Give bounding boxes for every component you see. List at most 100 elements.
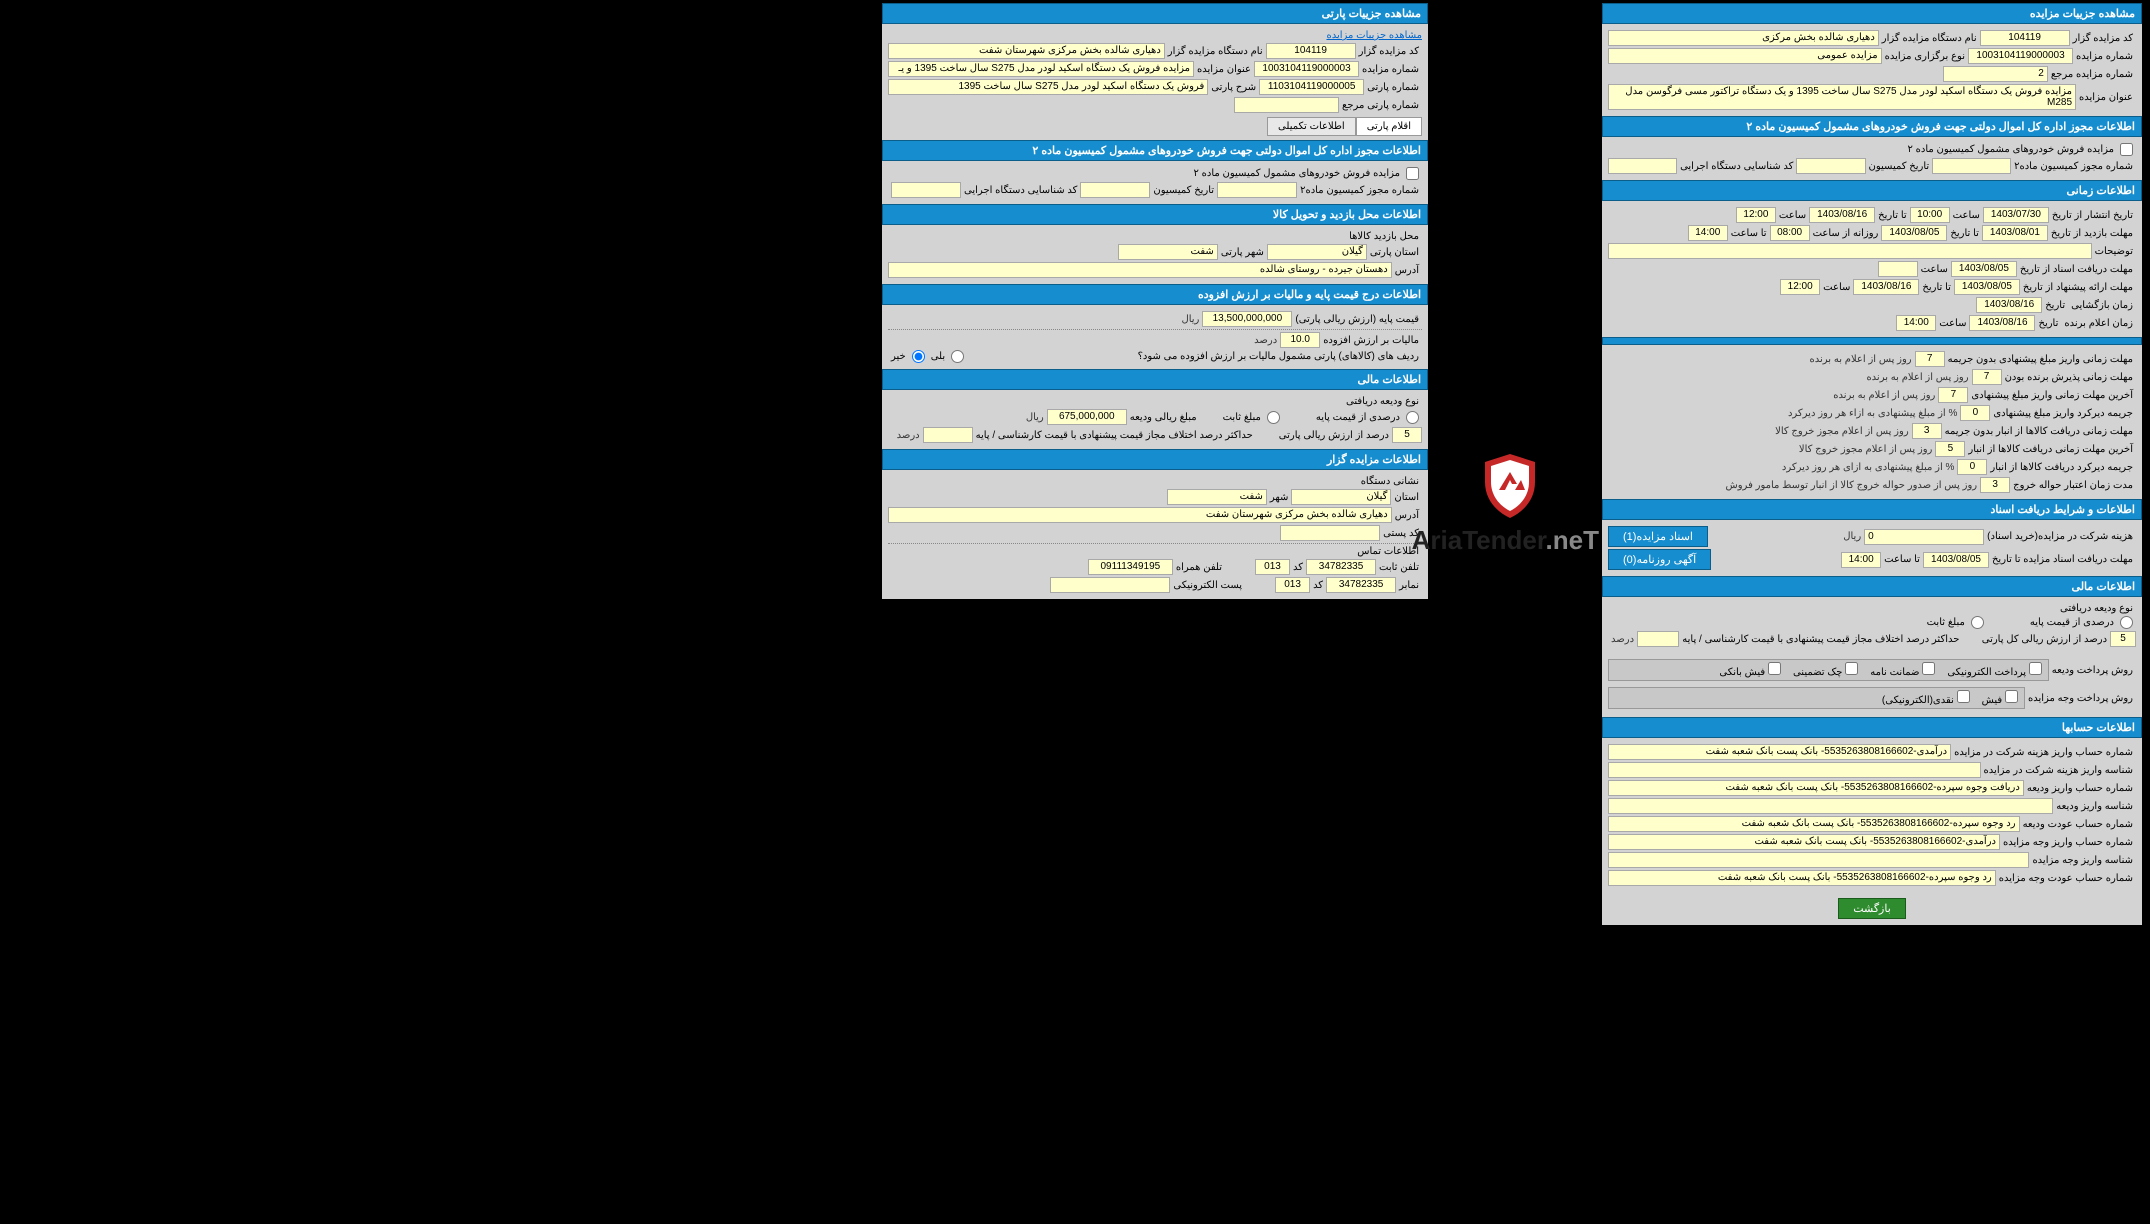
lbl: عنوان مزایده	[2076, 92, 2136, 103]
lbl: شماره حساب واریز ودیعه	[2024, 783, 2136, 794]
lbl: شهر	[1267, 492, 1292, 503]
lbl: کد شناسایی دستگاه اجرایی	[1677, 161, 1796, 172]
auction-panel: مشاهده جزییات مزایده کد مزایده گزار10411…	[1602, 3, 2142, 925]
org-name: دهیاری شالده بخش مرکزی	[1608, 30, 1879, 46]
tab-extra[interactable]: اطلاعات تکمیلی	[1267, 117, 1356, 136]
pay-slip2-checkbox[interactable]	[2005, 690, 2018, 703]
lbl: آخرین مهلت زمانی دریافت کالاها از انبار	[1965, 444, 2136, 455]
auth-checkbox[interactable]	[1406, 167, 1419, 180]
phone-code: 013	[1255, 559, 1290, 575]
brand-text: AriaTender.neT	[1412, 525, 1599, 556]
deposit-fixed-radio[interactable]	[1971, 616, 1984, 629]
back-button[interactable]: بازگشت	[1838, 898, 1906, 919]
unit: ریال	[1023, 412, 1047, 423]
auction-number: 1003104119000003	[1254, 61, 1359, 77]
open-date: 1403/08/16	[1976, 297, 2042, 313]
lbl: درصدی از قیمت پایه	[1313, 412, 1403, 423]
auth-checkbox[interactable]	[2120, 143, 2133, 156]
deposit-pct-radio[interactable]	[1406, 411, 1419, 424]
lbl: مبلغ ثابت	[1924, 617, 1968, 628]
ref-number: 2	[1943, 66, 2048, 82]
lbl: مبلغ ثابت	[1220, 412, 1264, 423]
tax-header: اطلاعات درج قیمت پایه و مالیات بر ارزش ا…	[882, 284, 1428, 305]
lbl: تاریخ انتشار از تاریخ	[2049, 210, 2136, 221]
lbl: مزایده فروش خودروهای مشمول کمیسیون ماده …	[1190, 168, 1403, 179]
postal-code	[1280, 525, 1380, 541]
lbl: تلفن همراه	[1173, 562, 1225, 573]
lbl: روش پرداخت وجه مزایده	[2025, 693, 2136, 704]
lbl: کد	[1290, 562, 1306, 573]
lbl: مهلت بازدید از تاریخ	[2048, 228, 2136, 239]
lbl: شماره مجوز کمیسیون ماده۲	[2011, 161, 2136, 172]
city: شفت	[1118, 244, 1218, 260]
lbl: مزایده فروش خودروهای مشمول کمیسیون ماده …	[1904, 144, 2117, 155]
org-province: گیلان	[1291, 489, 1391, 505]
lbl: زمان اعلام برنده	[2061, 318, 2136, 329]
lbl: شناسه واریز ودیعه	[2053, 801, 2136, 812]
auction-header: مشاهده جزییات مزایده	[1602, 3, 2142, 24]
auction-title: مزایده فروش یک دستگاه اسکید لودر مدل S27…	[888, 61, 1194, 77]
lbl: استان	[1391, 492, 1422, 503]
lbl: شماره حساب واریز هزینه شرکت در مزایده	[1951, 747, 2136, 758]
auction-pay-methods: فیش نقدی(الکترونیکی)	[1608, 687, 2025, 709]
lbl: ساعت	[1936, 318, 1969, 329]
visit-header: اطلاعات محل بازدید و تحویل کالا	[882, 204, 1428, 225]
suffix: روز پس از اعلام به برنده	[1806, 354, 1914, 365]
phone: 34782335	[1306, 559, 1376, 575]
tab-items[interactable]: اقلام پارتی	[1356, 117, 1422, 136]
lbl: تاریخ	[2042, 300, 2068, 311]
newspaper-button[interactable]: آگهی روزنامه(0)	[1608, 549, 1711, 570]
province: گیلان	[1267, 244, 1367, 260]
pub-to: 1403/08/16	[1809, 207, 1875, 223]
pay-electronic-checkbox[interactable]	[2029, 662, 2042, 675]
lbl: تاریخ	[2035, 318, 2061, 329]
lbl: تلفن ثابت	[1376, 562, 1422, 573]
accounts-body: شماره حساب واریز هزینه شرکت در مزایده درآ…	[1602, 738, 2142, 892]
auth-date	[1080, 182, 1150, 198]
lbl: درصد از ارزش ریالی کل پارتی	[1979, 634, 2110, 645]
lbl: بلی	[928, 351, 948, 362]
max-diff	[923, 427, 973, 443]
account: درآمدی-5535263808166602- بانک پست بانک ش…	[1608, 834, 2000, 850]
pay-guarantee-checkbox[interactable]	[1922, 662, 1935, 675]
party-number: 1103104119000005	[1259, 79, 1364, 95]
lbl: تا تاریخ	[1947, 228, 1982, 239]
vat-yes-radio[interactable]	[951, 350, 964, 363]
pay-cash-checkbox[interactable]	[1957, 690, 1970, 703]
lbl: هزینه شرکت در مزایده(خرید اسناد)	[1984, 531, 2136, 542]
suffix: % از مبلغ پیشنهادی به ازای هر روز دیرکرد	[1779, 462, 1958, 473]
deadline-val: 0	[1960, 405, 1990, 421]
lbl: نمابر	[1396, 580, 1422, 591]
org-city: شفت	[1167, 489, 1267, 505]
auction-code: 104119	[1266, 43, 1356, 59]
lbl: تاریخ کمیسیون	[1866, 161, 1933, 172]
account: دریافت وجوه سپرده-5535263808166602- بانک…	[1608, 780, 2024, 796]
deadline-val: 7	[1972, 369, 2002, 385]
vat-no-radio[interactable]	[912, 350, 925, 363]
deposit-fixed-radio[interactable]	[1267, 411, 1280, 424]
docs-button[interactable]: اسناد مزایده(1)	[1608, 526, 1708, 547]
pay-check-checkbox[interactable]	[1845, 662, 1858, 675]
accounts-header: اطلاعات حسابها	[1602, 717, 2142, 738]
fin-header: اطلاعات مالی	[882, 369, 1428, 390]
lbl: پست الکترونیکی	[1170, 580, 1245, 591]
deposit-pct-radio[interactable]	[2120, 616, 2133, 629]
lbl: نام دستگاه مزایده گزار	[1165, 46, 1266, 57]
lbl: جریمه دیرکرد واریز مبلغ پیشنهادی	[1990, 408, 2136, 419]
lbl: آخرین مهلت زمانی واریز مبلغ پیشنهادی	[1968, 390, 2136, 401]
shield-icon	[1477, 450, 1543, 522]
lbl: ساعت	[1950, 210, 1983, 221]
lbl: مهلت دریافت اسناد از تاریخ	[2017, 264, 2136, 275]
divider	[888, 329, 1422, 330]
detail-link[interactable]: مشاهده جزییات مزایده	[1326, 30, 1422, 41]
footer: بازگشت	[1602, 892, 2142, 925]
code: 104119	[1980, 30, 2070, 46]
lbl: نوع ودیعه دریافتی	[2057, 603, 2136, 614]
lbl: مهلت زمانی واریز مبلغ پیشنهادی بدون جریم…	[1945, 354, 2136, 365]
fin-header: اطلاعات مالی	[1602, 576, 2142, 597]
lbl: روزانه از ساعت	[1810, 228, 1882, 239]
pay-slip-checkbox[interactable]	[1768, 662, 1781, 675]
lbl: محل بازدید کالاها	[1346, 231, 1422, 242]
lbl: تا ساعت	[1881, 554, 1923, 565]
party-desc: فروش یک دستگاه اسکید لودر مدل S275 سال س…	[888, 79, 1208, 95]
